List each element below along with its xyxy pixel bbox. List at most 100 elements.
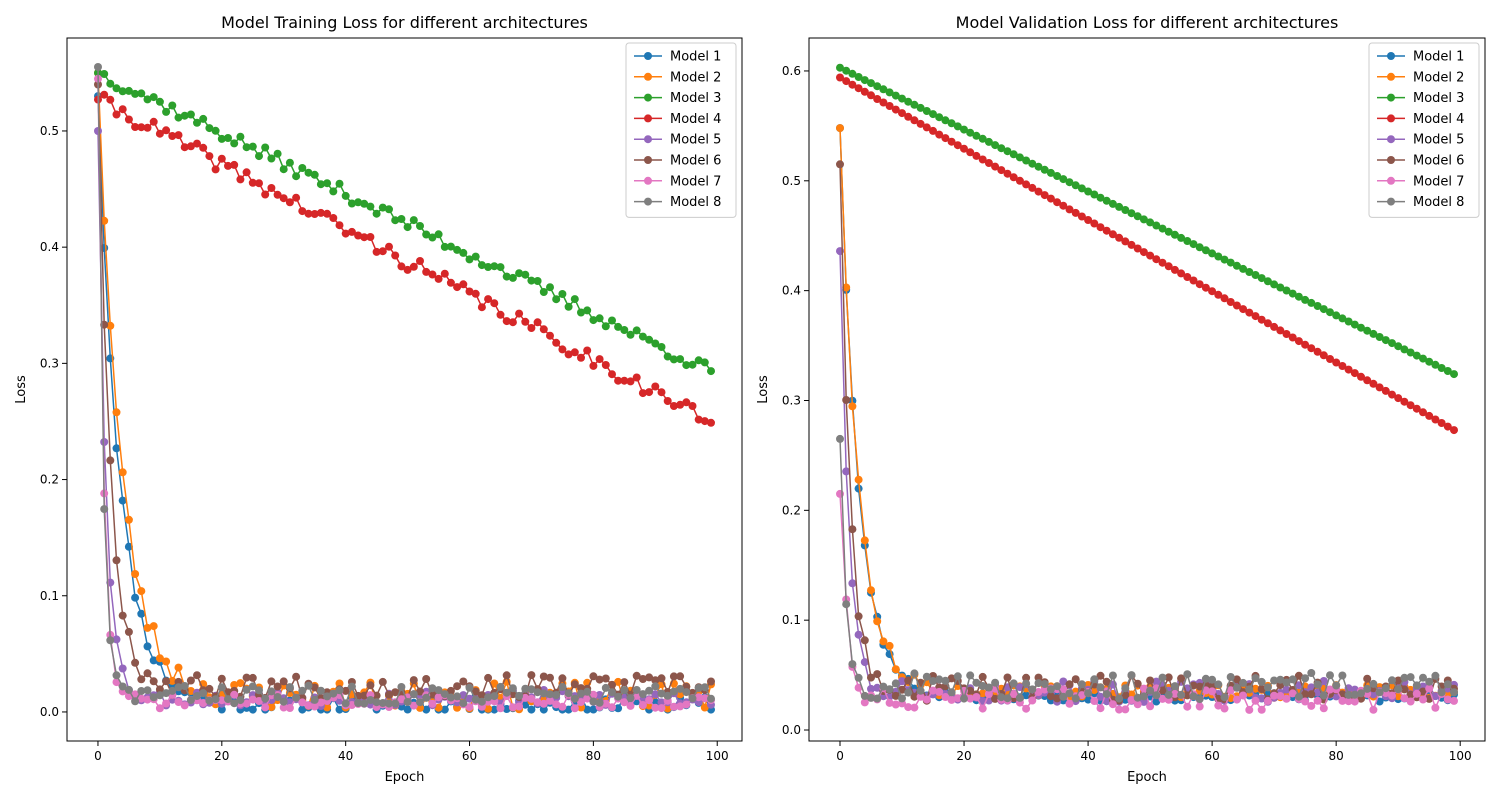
data-point [860, 87, 869, 96]
data-point [1232, 695, 1241, 704]
data-point [1071, 675, 1080, 684]
data-point [929, 126, 937, 135]
data-point [1226, 258, 1235, 267]
data-point [1307, 344, 1316, 353]
data-point [366, 202, 375, 211]
data-point [1288, 333, 1297, 342]
data-point [1214, 680, 1223, 689]
data-point [366, 696, 375, 704]
data-point [1257, 677, 1266, 686]
legend-item-model-1: Model 1 [1377, 50, 1464, 65]
y-tick-label: 0.4 [782, 284, 801, 298]
data-point [1239, 678, 1248, 687]
series-model-6 [94, 80, 715, 702]
data-point [1121, 237, 1130, 246]
legend-label: Model 2 [1413, 70, 1464, 85]
data-point [991, 162, 1000, 171]
legend-label: Model 5 [1413, 133, 1464, 148]
data-point [1214, 290, 1223, 299]
data-point [1183, 670, 1192, 679]
data-point [1276, 326, 1285, 335]
data-point [867, 684, 875, 693]
data-point [1431, 703, 1440, 712]
data-point [1146, 251, 1155, 260]
data-point [440, 690, 449, 699]
data-point [626, 694, 635, 703]
data-point [552, 691, 561, 699]
data-point [645, 673, 654, 682]
data-point [124, 86, 133, 95]
data-point [552, 295, 561, 304]
data-point [972, 693, 981, 701]
data-point [1208, 249, 1217, 258]
y-tick-label: 0.6 [782, 64, 801, 78]
data-point [842, 396, 851, 404]
data-point [620, 326, 629, 334]
data-point [700, 683, 709, 692]
data-point [1158, 258, 1167, 267]
data-point [310, 170, 319, 179]
data-point [434, 230, 443, 239]
data-point [1313, 696, 1322, 705]
data-point [941, 116, 950, 125]
legend-item-model-3: Model 3 [1377, 91, 1464, 106]
data-point [168, 101, 177, 110]
series-line [839, 438, 1455, 702]
data-point [1270, 676, 1279, 685]
data-point [657, 698, 666, 707]
data-point [1443, 680, 1452, 689]
data-point [854, 73, 863, 81]
data-point [180, 701, 189, 710]
data-point [323, 179, 332, 188]
data-point [1003, 169, 1012, 178]
data-point [341, 191, 350, 200]
data-point [199, 143, 208, 152]
data-point [1388, 691, 1396, 700]
data-point [546, 331, 554, 340]
y-tick-label: 0.5 [40, 124, 59, 138]
data-point [1375, 383, 1384, 392]
data-point [94, 63, 102, 71]
data-point [1158, 673, 1167, 682]
data-point [929, 686, 937, 695]
legend-item-model-4: Model 4 [1377, 112, 1464, 127]
data-point [836, 73, 844, 82]
data-point [583, 306, 592, 315]
data-point [1158, 694, 1167, 703]
data-point [1127, 690, 1136, 699]
legend-marker [1387, 93, 1395, 102]
data-point [304, 168, 313, 177]
data-point [1419, 687, 1427, 696]
data-point [409, 690, 418, 699]
data-point [1096, 223, 1105, 232]
data-point [112, 671, 121, 680]
data-point [1146, 676, 1155, 685]
data-point [1326, 671, 1334, 680]
data-point [149, 656, 158, 665]
data-point [434, 693, 443, 702]
series-model-1 [836, 124, 1458, 706]
x-tick-label: 80 [586, 749, 601, 763]
data-point [1381, 386, 1390, 395]
data-point [1307, 690, 1316, 699]
data-point [848, 525, 857, 534]
data-point [552, 338, 561, 347]
data-point [143, 123, 152, 132]
x-tick-label: 40 [1080, 749, 1095, 763]
data-point [1301, 697, 1310, 706]
series-line [97, 66, 712, 706]
data-point [292, 172, 301, 181]
data-point [1270, 691, 1279, 700]
data-point [255, 686, 263, 695]
series-model-4 [836, 73, 1458, 435]
data-point [1251, 271, 1260, 279]
data-point [285, 198, 294, 207]
data-point [310, 683, 319, 692]
data-point [1406, 673, 1415, 682]
data-point [991, 694, 1000, 703]
data-point [1208, 675, 1217, 684]
y-tick-label: 0.0 [40, 705, 59, 719]
data-point [645, 388, 654, 397]
x-tick-label: 60 [462, 749, 477, 763]
legend-label: Model 1 [670, 50, 721, 65]
